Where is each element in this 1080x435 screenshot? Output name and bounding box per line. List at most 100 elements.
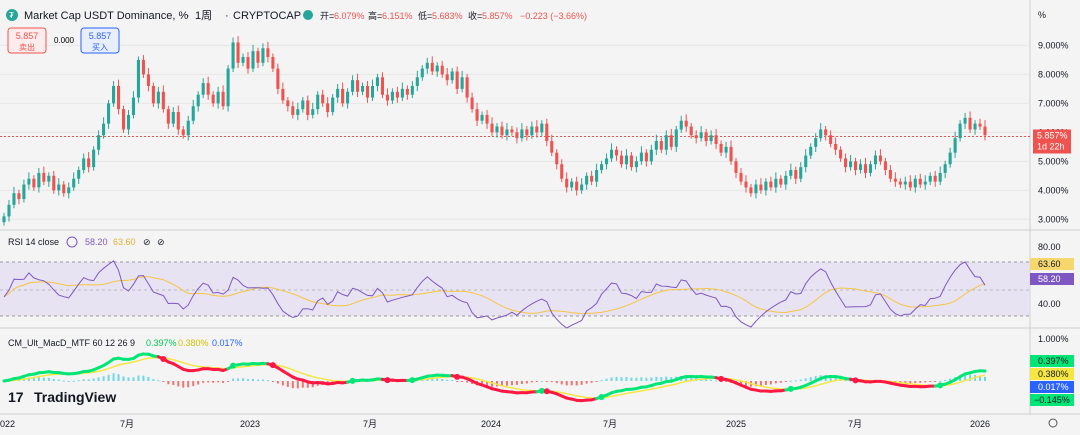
macd-hist-bar <box>127 377 130 381</box>
candle-body <box>276 68 280 89</box>
candle-body <box>480 114 484 121</box>
candle-body <box>609 149 614 159</box>
rsi-settings-icon[interactable] <box>66 236 78 248</box>
candle-body <box>963 117 967 124</box>
rsi-more-icon[interactable]: ⊘ <box>157 237 165 247</box>
rsi-ma-line <box>3 276 986 315</box>
open-value: 6.079% <box>334 11 365 21</box>
macd-hist-bar <box>227 381 230 382</box>
macd-hist-bar <box>261 379 264 381</box>
price-tick-label: 5.000% <box>1038 156 1069 166</box>
candle-body <box>460 77 464 89</box>
macd-hist-bar <box>431 378 434 381</box>
macd-hist-bar <box>590 381 593 383</box>
candle-body <box>365 85 370 98</box>
price-tick-label: 8.000% <box>1038 69 1069 79</box>
macd-hist-bar <box>27 377 30 381</box>
candle-body <box>689 126 693 136</box>
macd-label[interactable]: CM_Ult_MacD_MTF 60 12 26 9 <box>8 338 135 348</box>
candle-body <box>465 77 469 98</box>
low-value: 5.683% <box>432 11 463 21</box>
candle-body <box>814 138 818 147</box>
symbol-title[interactable]: Market Cap USDT Dominance, % <box>24 10 188 22</box>
macd-hist-bar <box>505 381 508 386</box>
macd-hist-bar <box>520 381 523 384</box>
buy-button[interactable] <box>80 27 120 54</box>
candles <box>2 36 987 226</box>
candle-body <box>291 106 295 115</box>
macd-hist-bar <box>844 379 847 381</box>
time-axis-label: 2026 <box>970 419 990 429</box>
candle-body <box>510 129 514 133</box>
candle-body <box>331 97 335 113</box>
candle-body <box>644 152 648 162</box>
candle-body <box>888 170 892 179</box>
macd-tag-1 <box>1030 355 1074 367</box>
candle-body <box>759 184 763 191</box>
macd-hist-bar <box>137 375 140 381</box>
macd-hist-bar <box>565 381 568 386</box>
sell-label: 卖出 <box>19 42 35 52</box>
candle-body <box>251 51 255 69</box>
macd-hist-bar <box>630 377 633 381</box>
candle-body <box>908 181 912 188</box>
macd-hist-bar <box>466 381 469 383</box>
macd-tag-1-label: 0.397% <box>1038 356 1069 366</box>
macd-hist-bar <box>799 379 802 381</box>
candle-body <box>435 65 439 72</box>
macd-hist-bar <box>759 381 762 386</box>
macd-hist-bar <box>296 381 299 389</box>
candle-body <box>634 161 638 168</box>
time-axis-label: 7月 <box>363 419 377 429</box>
candle-body <box>729 146 733 162</box>
macd-hist-bar <box>77 380 80 382</box>
candle-body <box>844 158 848 168</box>
macd-hist-bar <box>486 381 489 387</box>
macd-hist-bar <box>610 377 613 381</box>
macd-cross-dot <box>454 373 461 380</box>
rsi-label[interactable]: RSI 14 close <box>8 237 59 247</box>
macd-hist-bar <box>600 380 603 382</box>
candle-body <box>87 158 91 168</box>
rsi-hide-icon[interactable]: ⊘ <box>143 237 151 247</box>
candle-body <box>953 138 957 153</box>
macd-hist-bar <box>984 376 986 381</box>
sell-button[interactable] <box>7 27 47 54</box>
candle-body <box>714 135 718 144</box>
candle-body <box>440 65 444 75</box>
header-dot-1: · <box>186 10 190 22</box>
candle-body <box>7 204 11 217</box>
candle-body <box>734 161 738 173</box>
candle-body <box>346 91 350 104</box>
macd-hist-bar <box>615 376 618 381</box>
macd-hist-bar <box>271 381 274 382</box>
tether-logo-icon <box>6 9 18 21</box>
candle-body <box>505 129 509 136</box>
time-axis-labels: 022 7月 2023 7月 2024 7月 2025 7月 2026 <box>0 419 990 429</box>
macd-hist-bar <box>904 381 907 384</box>
candle-body <box>326 103 330 113</box>
macd-hist-bar <box>67 380 70 382</box>
macd-hist-bar <box>57 379 60 381</box>
candle-body <box>281 88 285 101</box>
candle-body <box>674 129 678 147</box>
candle-body <box>943 164 947 173</box>
candle-body <box>301 100 305 110</box>
macd-hist-value: 0.017% <box>212 338 243 348</box>
macd-hist-bar <box>122 376 125 381</box>
time-axis-settings-icon[interactable] <box>1048 418 1058 428</box>
candle-body <box>863 164 868 173</box>
candle-body <box>306 100 310 115</box>
candle-body <box>784 175 788 185</box>
candle-body <box>226 68 230 107</box>
macd-hist-bar <box>919 381 922 383</box>
macd-hist-bar <box>92 378 95 381</box>
candle-body <box>545 123 549 142</box>
macd-hist-bar <box>580 381 583 385</box>
macd-hist-bar <box>540 380 543 382</box>
candle-body <box>126 114 131 130</box>
candle-body <box>799 167 803 179</box>
interval-label[interactable]: 1周 <box>195 9 212 22</box>
macd-tag-4 <box>1030 394 1074 406</box>
